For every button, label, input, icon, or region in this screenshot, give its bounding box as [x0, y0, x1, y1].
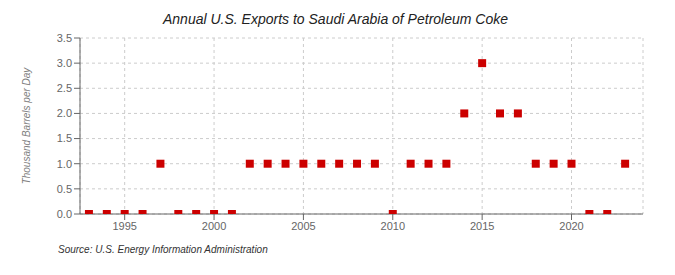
svg-text:1.0: 1.0	[57, 158, 72, 170]
svg-text:0.0: 0.0	[57, 208, 72, 220]
svg-text:2020: 2020	[559, 220, 583, 232]
html-text:Source: U.S. Energy Informatio: Source: U.S. Energy Information Administ…	[58, 244, 268, 255]
html-text:Annual U.S. Exports to Saudi A: Annual U.S. Exports to Saudi Arabia of P…	[163, 11, 508, 27]
svg-text:3.0: 3.0	[57, 57, 72, 69]
svg-text:1995: 1995	[112, 220, 136, 232]
svg-text:0.5: 0.5	[57, 183, 72, 195]
svg-text:3.5: 3.5	[57, 32, 72, 44]
svg-text:2.0: 2.0	[57, 107, 72, 119]
svg-text:2010: 2010	[381, 220, 405, 232]
svg-text:2.5: 2.5	[57, 82, 72, 94]
svg-text:2015: 2015	[470, 220, 494, 232]
svg-text:1.5: 1.5	[57, 132, 72, 144]
svg-text:2000: 2000	[202, 220, 226, 232]
svg-text:Thousand Barrels per Day: Thousand Barrels per Day	[21, 67, 32, 185]
svg-text:2005: 2005	[291, 220, 315, 232]
